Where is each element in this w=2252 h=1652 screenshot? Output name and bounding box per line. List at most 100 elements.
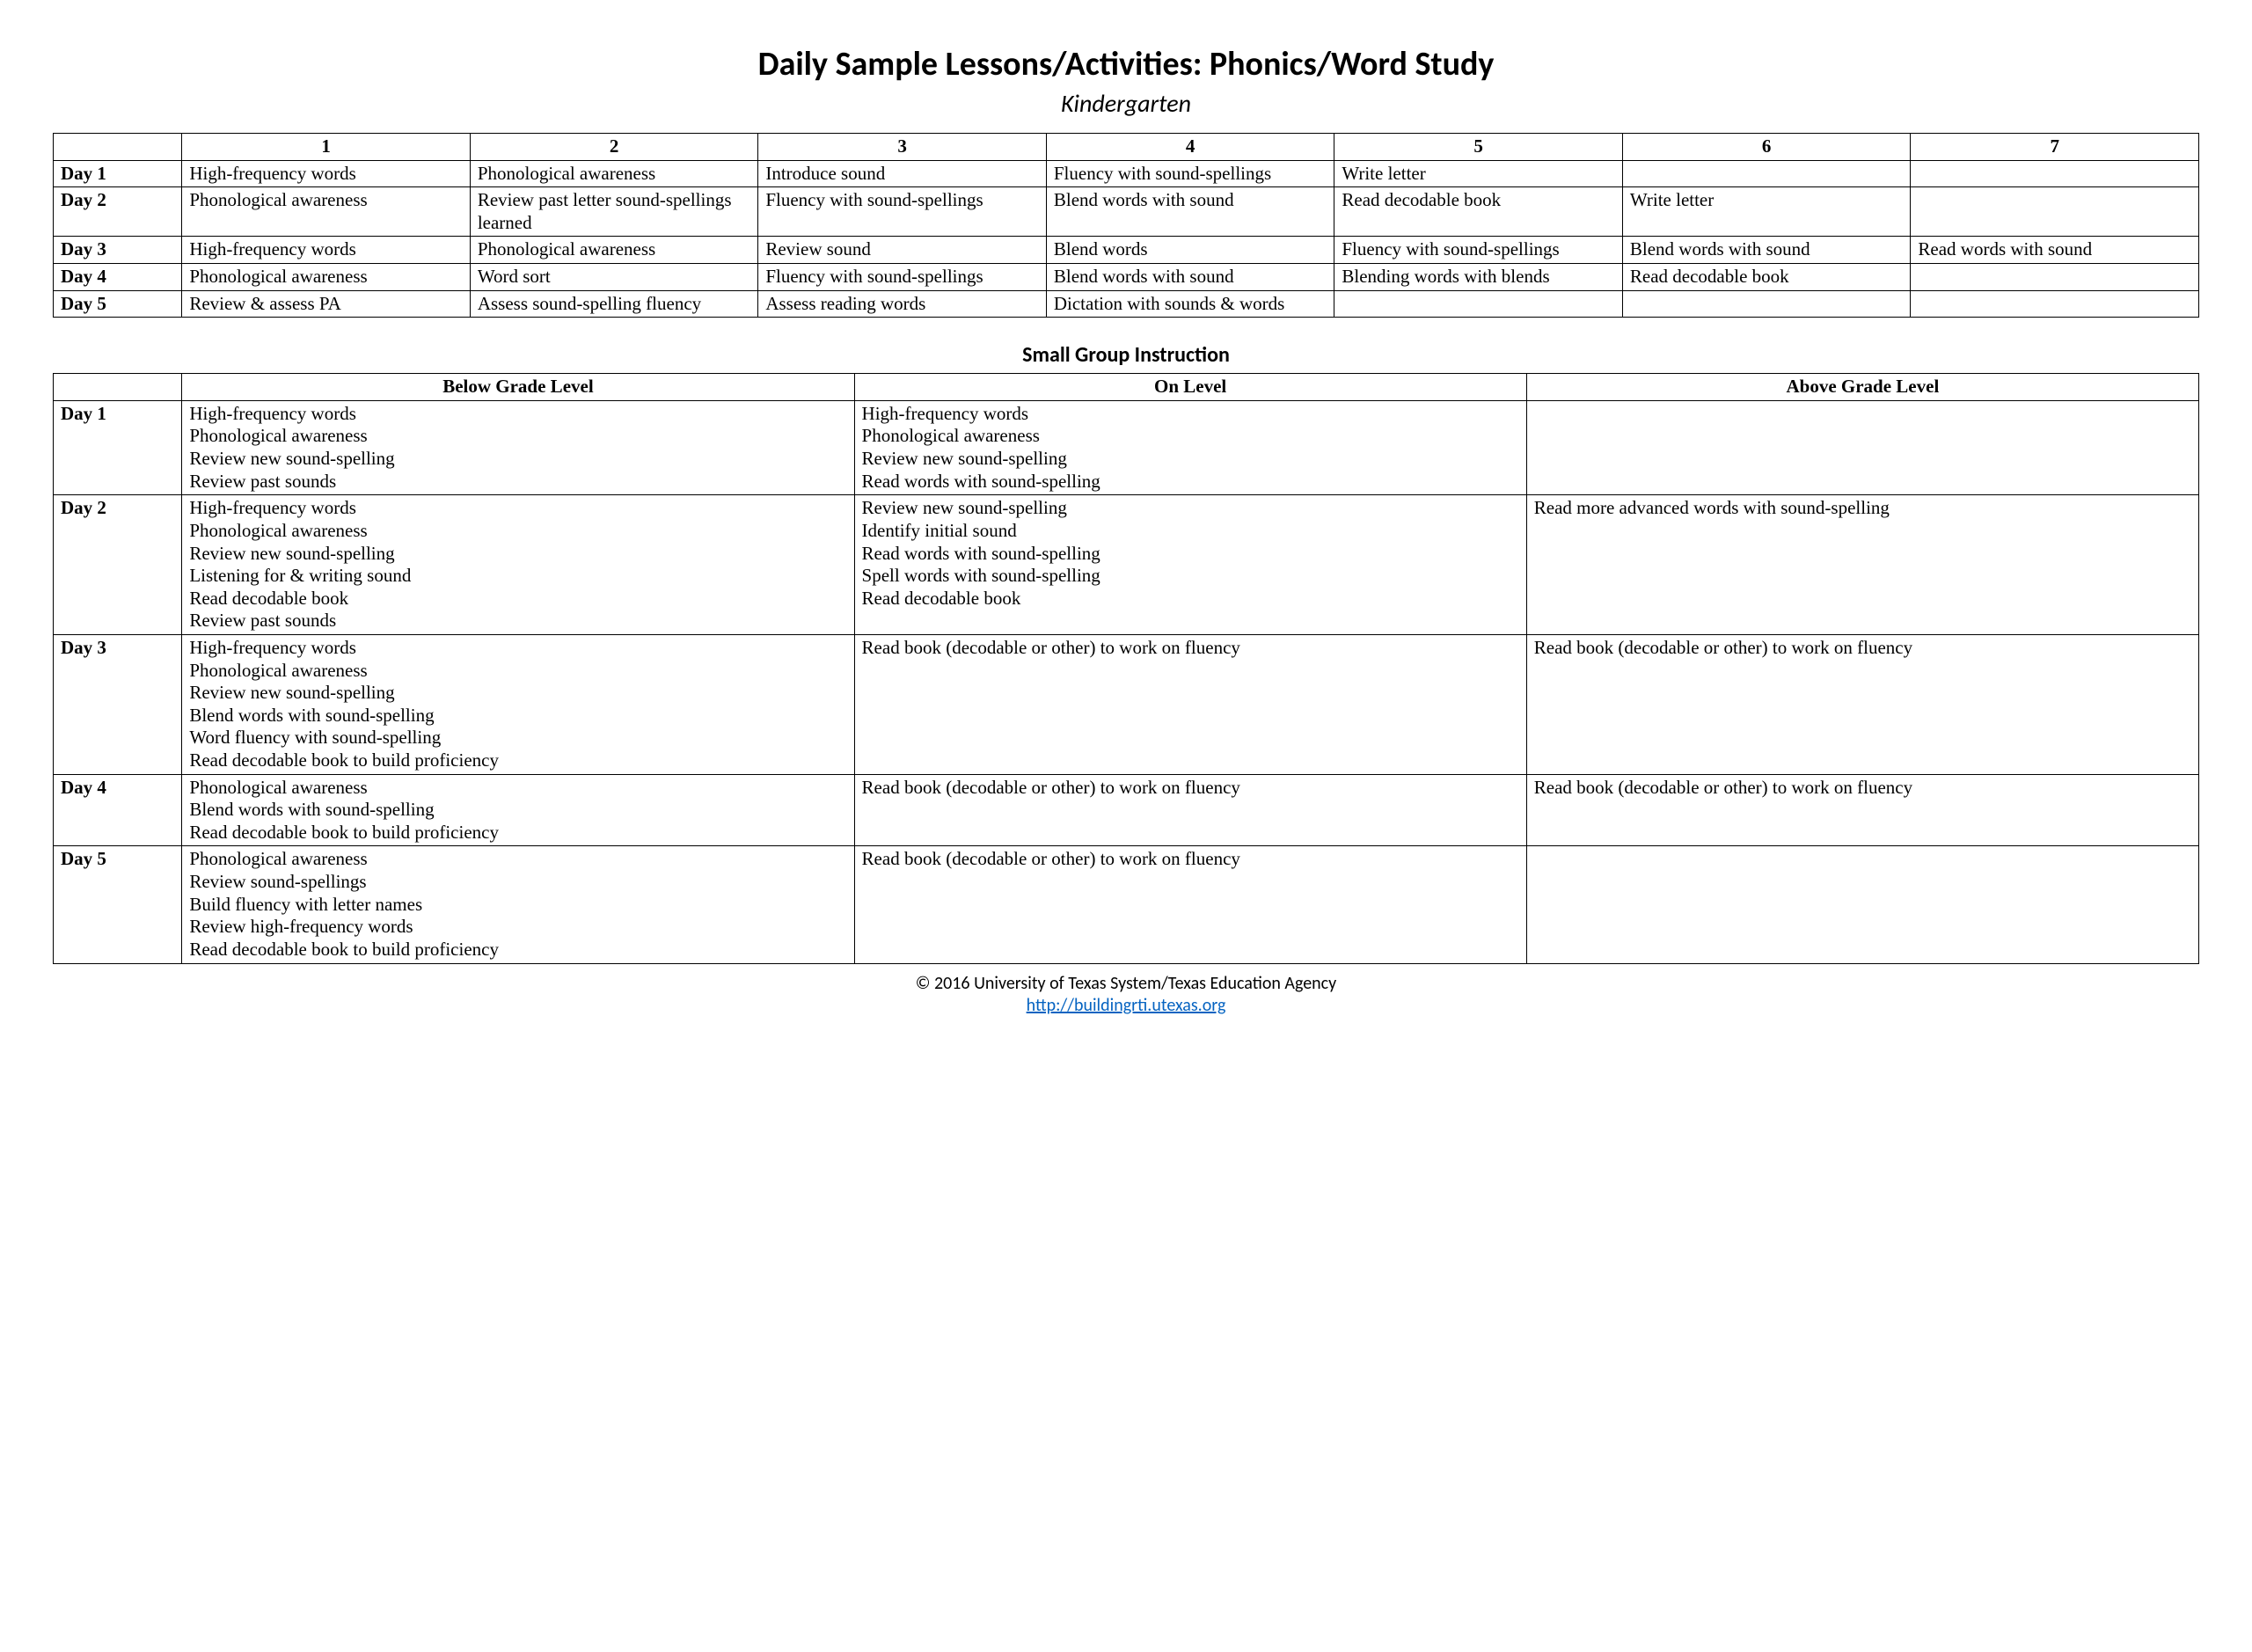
day-label: Day 1	[54, 400, 182, 494]
col-header-1: 1	[182, 134, 471, 161]
activity-line: Read decodable book to build proficiency	[189, 822, 846, 844]
activity-cell: Write letter	[1622, 187, 1911, 237]
activity-cell: High-frequency wordsPhonological awarene…	[182, 400, 854, 494]
col-header-7: 7	[1911, 134, 2199, 161]
table-row: Day 4Phonological awarenessWord sortFlue…	[54, 264, 2199, 291]
activity-cell	[1911, 187, 2199, 237]
activity-cell: Introduce sound	[758, 160, 1047, 187]
activity-line: Review new sound-spelling	[862, 448, 1519, 471]
activity-line: Read more advanced words with sound-spel…	[1534, 497, 2191, 520]
activity-line: Review new sound-spelling	[189, 448, 846, 471]
activity-cell: Read book (decodable or other) to work o…	[1526, 634, 2198, 774]
activity-line: Phonological awareness	[189, 848, 846, 871]
footer-link[interactable]: http://buildingrti.utexas.org	[1027, 995, 1226, 1016]
activity-cell: High-frequency words	[182, 237, 471, 264]
activity-cell	[1911, 264, 2199, 291]
activity-cell: Phonological awarenessReview sound-spell…	[182, 846, 854, 963]
activity-line: Phonological awareness	[862, 425, 1519, 448]
activity-line: Spell words with sound-spelling	[862, 565, 1519, 588]
activity-line: Read book (decodable or other) to work o…	[862, 848, 1519, 871]
activity-cell: Read book (decodable or other) to work o…	[854, 846, 1526, 963]
activity-cell: Read decodable book	[1622, 264, 1911, 291]
col-header-5: 5	[1334, 134, 1623, 161]
activity-cell	[1911, 290, 2199, 318]
activity-cell: Read more advanced words with sound-spel…	[1526, 495, 2198, 635]
whole-group-header: 1234567	[54, 134, 2199, 161]
activity-cell: Phonological awareness	[470, 237, 758, 264]
activity-line: Review past sounds	[189, 471, 846, 493]
table-row: Day 1High-frequency wordsPhonological aw…	[54, 400, 2199, 494]
activity-cell: Review past letter sound-spellings learn…	[470, 187, 758, 237]
day-label: Day 4	[54, 264, 182, 291]
activity-cell	[1334, 290, 1623, 318]
activity-line: High-frequency words	[189, 403, 846, 426]
activity-cell: Write letter	[1334, 160, 1623, 187]
activity-cell: Assess sound-spelling fluency	[470, 290, 758, 318]
activity-line: Review high-frequency words	[189, 916, 846, 939]
col-header-day	[54, 374, 182, 401]
activity-line: Read decodable book to build proficiency	[189, 939, 846, 961]
table-row: Day 3High-frequency wordsPhonological aw…	[54, 634, 2199, 774]
activity-cell: Review & assess PA	[182, 290, 471, 318]
activity-cell: Read book (decodable or other) to work o…	[854, 634, 1526, 774]
activity-cell	[1526, 400, 2198, 494]
table-row: Day 1High-frequency wordsPhonological aw…	[54, 160, 2199, 187]
table-row: Day 2Phonological awarenessReview past l…	[54, 187, 2199, 237]
day-label: Day 4	[54, 774, 182, 846]
activity-line: Phonological awareness	[189, 777, 846, 800]
activity-cell: Fluency with sound-spellings	[1334, 237, 1623, 264]
activity-cell: Fluency with sound-spellings	[758, 264, 1047, 291]
activity-line: Read book (decodable or other) to work o…	[1534, 637, 2191, 660]
activity-cell: Read decodable book	[1334, 187, 1623, 237]
small-group-header: Below Grade LevelOn LevelAbove Grade Lev…	[54, 374, 2199, 401]
activity-line: Blend words with sound-spelling	[189, 705, 846, 727]
activity-line: Read decodable book	[189, 588, 846, 610]
activity-line: High-frequency words	[189, 637, 846, 660]
activity-line: Build fluency with letter names	[189, 894, 846, 917]
table-row: Day 4Phonological awarenessBlend words w…	[54, 774, 2199, 846]
activity-cell: High-frequency wordsPhonological awarene…	[854, 400, 1526, 494]
activity-cell	[1911, 160, 2199, 187]
day-label: Day 5	[54, 290, 182, 318]
day-label: Day 2	[54, 495, 182, 635]
activity-cell: Review sound	[758, 237, 1047, 264]
page-title: Daily Sample Lessons/Activities: Phonics…	[53, 44, 2199, 84]
table-row: Day 2High-frequency wordsPhonological aw…	[54, 495, 2199, 635]
activity-line: Word fluency with sound-spelling	[189, 727, 846, 749]
col-header-4: 4	[1046, 134, 1334, 161]
table-row: Day 5Review & assess PAAssess sound-spel…	[54, 290, 2199, 318]
activity-cell: Read words with sound	[1911, 237, 2199, 264]
activity-cell	[1622, 160, 1911, 187]
activity-line: Read words with sound-spelling	[862, 471, 1519, 493]
activity-line: Read decodable book to build proficiency	[189, 749, 846, 772]
day-label: Day 2	[54, 187, 182, 237]
activity-cell: Phonological awareness	[470, 160, 758, 187]
activity-cell: Blend words with sound	[1046, 264, 1334, 291]
activity-cell: Read book (decodable or other) to work o…	[854, 774, 1526, 846]
activity-line: Blend words with sound-spelling	[189, 799, 846, 822]
activity-cell	[1622, 290, 1911, 318]
col-header-level: Below Grade Level	[182, 374, 854, 401]
activity-cell: Word sort	[470, 264, 758, 291]
activity-cell: Assess reading words	[758, 290, 1047, 318]
activity-cell: Blend words with sound	[1046, 187, 1334, 237]
col-header-6: 6	[1622, 134, 1911, 161]
activity-cell: Dictation with sounds & words	[1046, 290, 1334, 318]
activity-cell: Phonological awareness	[182, 264, 471, 291]
activity-cell: High-frequency wordsPhonological awarene…	[182, 634, 854, 774]
table-row: Day 3High-frequency wordsPhonological aw…	[54, 237, 2199, 264]
activity-line: Review new sound-spelling	[189, 543, 846, 566]
activity-cell: Fluency with sound-spellings	[1046, 160, 1334, 187]
activity-line: High-frequency words	[189, 497, 846, 520]
activity-line: Read book (decodable or other) to work o…	[862, 777, 1519, 800]
activity-line: Phonological awareness	[189, 425, 846, 448]
small-group-title: Small Group Instruction	[53, 342, 2199, 368]
activity-line: Phonological awareness	[189, 660, 846, 683]
page-subtitle: Kindergarten	[53, 88, 2199, 119]
col-header-day	[54, 134, 182, 161]
col-header-3: 3	[758, 134, 1047, 161]
col-header-2: 2	[470, 134, 758, 161]
activity-cell: Phonological awarenessBlend words with s…	[182, 774, 854, 846]
activity-cell: Blending words with blends	[1334, 264, 1623, 291]
activity-line: Review new sound-spelling	[862, 497, 1519, 520]
